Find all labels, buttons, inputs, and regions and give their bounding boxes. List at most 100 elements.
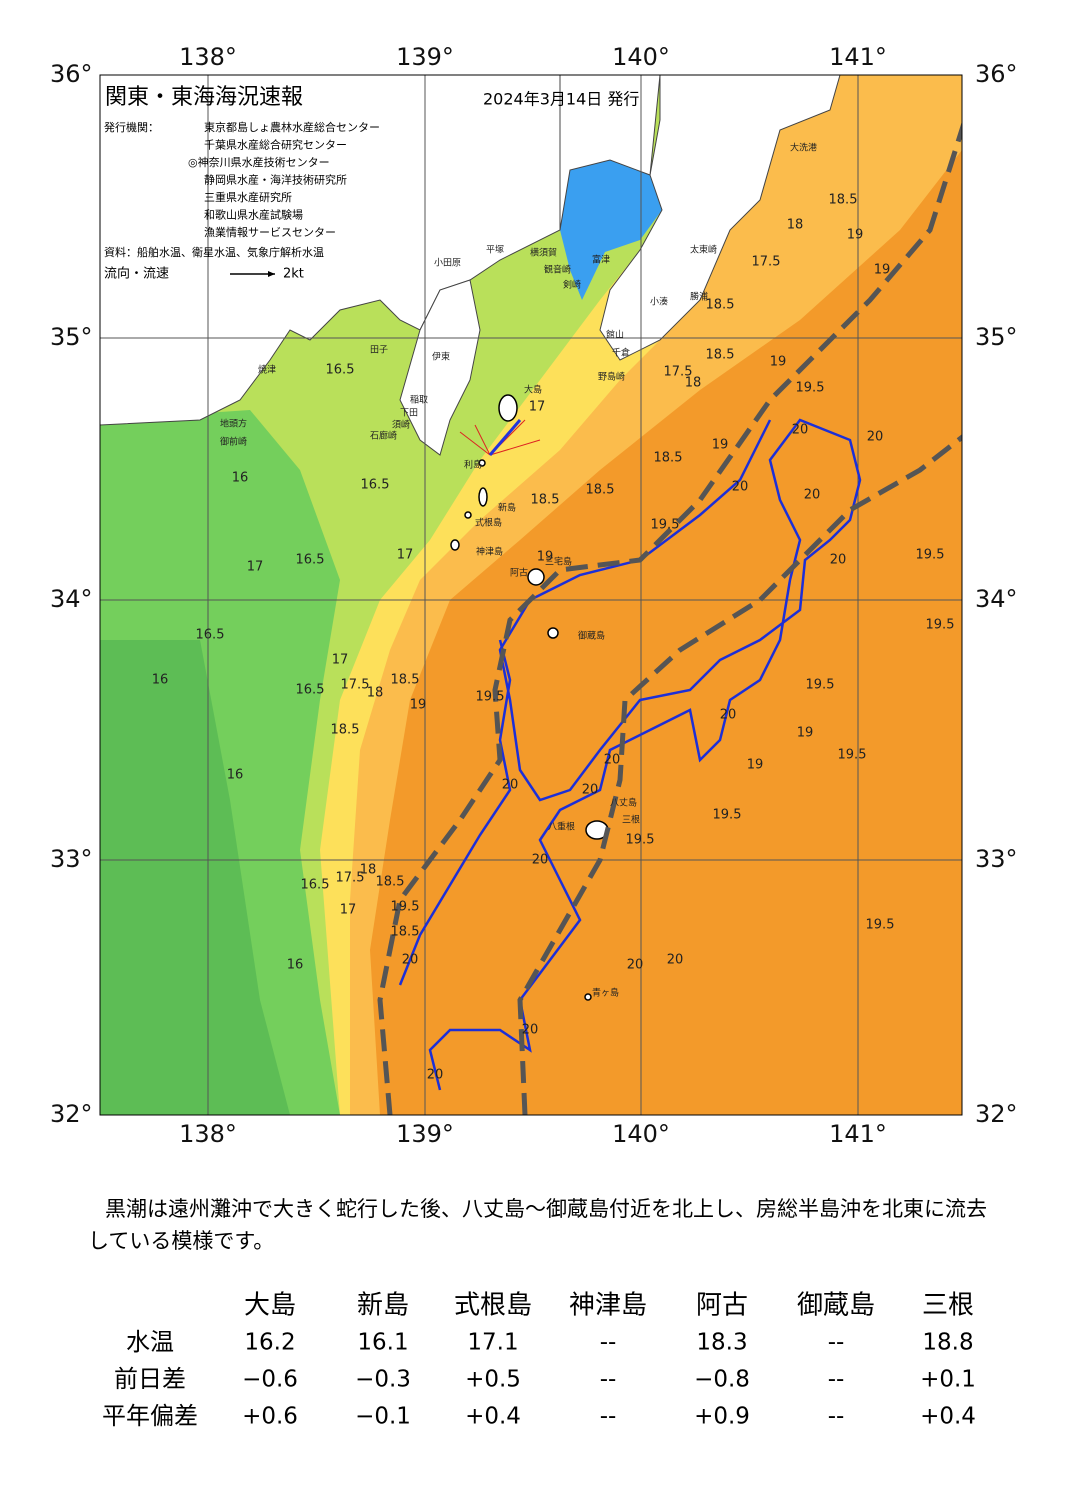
lat-label: 35°	[50, 323, 93, 351]
contour-label: 16.5	[361, 478, 390, 493]
contour-label: 20	[667, 953, 684, 968]
vector	[459, 431, 491, 456]
contour-label: 18	[367, 686, 384, 701]
agency: 千葉県水産総合研究センター	[204, 138, 347, 152]
place-name: 太東崎	[690, 244, 717, 256]
place-name: 阿古	[510, 567, 528, 579]
lat-label: 32°	[975, 1100, 1018, 1128]
contour-label: 19.5	[796, 381, 825, 396]
place-name: 稲取	[410, 394, 428, 406]
contour-label: 17	[529, 400, 546, 415]
contour-label: 17.5	[664, 365, 693, 380]
agency: 漁業情報サービスセンター	[204, 225, 336, 239]
contour-label: 20	[502, 778, 519, 793]
vector	[488, 419, 522, 456]
contour-label: 19.5	[916, 548, 945, 563]
table-cell: +0.6	[242, 1404, 298, 1430]
island	[547, 627, 559, 639]
contour-label: 19.5	[806, 678, 835, 693]
contour-label: 19.5	[713, 808, 742, 823]
contour-label: 19.5	[391, 900, 420, 915]
lon-label: 138°	[179, 1120, 237, 1148]
contour-label: 18.5	[391, 925, 420, 940]
place-name: 三根	[622, 814, 640, 826]
issue-date: 2024年3月14日 発行	[483, 90, 639, 109]
contour-label: 20	[427, 1068, 444, 1083]
place-name: 野島崎	[598, 371, 625, 383]
place-name: 式根島	[475, 517, 502, 529]
row-label: 水温	[126, 1328, 174, 1356]
contour-label: 18.5	[654, 451, 683, 466]
kuroshio-range	[377, 121, 962, 1115]
contour-label: 18.5	[706, 348, 735, 363]
contour-label: 20	[522, 1023, 539, 1038]
contour-label: 16	[227, 768, 244, 783]
contour-label: 16.5	[296, 553, 325, 568]
contour-label: 18.5	[391, 673, 420, 688]
contour-label: 18.5	[331, 723, 360, 738]
place-name: 小湊	[650, 296, 668, 308]
place-name: 御蔵島	[578, 630, 605, 642]
table-header: 式根島	[454, 1291, 532, 1321]
contour-label: 20	[720, 708, 737, 723]
summary-line: している模様です。	[88, 1229, 274, 1253]
boso-peninsula	[599, 75, 841, 361]
map-area	[100, 75, 962, 1115]
contour-label: 20	[830, 553, 847, 568]
islands	[450, 394, 609, 1001]
agencies-label: 発行機関：	[104, 120, 159, 134]
island	[498, 394, 518, 422]
contour-label: 19	[747, 758, 764, 773]
contour-label: 18	[787, 218, 804, 233]
island	[527, 568, 545, 586]
place-name: 千倉	[612, 347, 630, 359]
row-label: 前日差	[114, 1365, 186, 1393]
contour-label: 19	[410, 698, 427, 713]
island	[464, 511, 472, 519]
agency: 静岡県水産・海洋技術研究所	[204, 173, 347, 187]
place-name: 剣崎	[563, 279, 581, 291]
kuroshio-axis	[398, 418, 862, 1091]
table-cell: −0.8	[694, 1367, 750, 1393]
contour-label: 16	[287, 958, 304, 973]
table-cell: −0.6	[242, 1367, 298, 1393]
island	[478, 487, 488, 507]
contour-label: 18.5	[531, 493, 560, 508]
agency: 東京都島しょ農林水産総合センター	[204, 120, 380, 134]
lat-label: 33°	[975, 845, 1018, 873]
place-name: 八丈島	[610, 797, 637, 809]
lat-label: 35°	[975, 323, 1018, 351]
table-cell: --	[600, 1367, 617, 1393]
contour-label: 16.5	[326, 363, 355, 378]
place-name: 青ヶ島	[592, 987, 619, 999]
table-header: 新島	[357, 1291, 409, 1321]
legend-unit: 2kt	[283, 267, 304, 282]
place-name: 大洗港	[790, 142, 817, 154]
contour-label: 19	[712, 438, 729, 453]
lat-label: 36°	[975, 60, 1018, 88]
contour-label: 17	[332, 653, 349, 668]
place-name: 利島	[464, 459, 482, 471]
place-name: 御前崎	[220, 436, 247, 448]
sea-zone	[100, 640, 290, 1115]
lon-label: 138°	[179, 43, 237, 71]
place-name: 小田原	[434, 258, 461, 269]
place-name: 焼津	[258, 365, 276, 376]
contour-label: 17	[397, 548, 414, 563]
lat-label: 33°	[50, 845, 93, 873]
table-cell: −0.1	[355, 1404, 411, 1430]
contour-label: 19.5	[476, 690, 505, 705]
place-name: 横須賀	[530, 247, 557, 259]
contour-label: 20	[582, 783, 599, 798]
lon-label: 139°	[396, 43, 454, 71]
place-name: 八重根	[548, 821, 575, 833]
lon-label: 141°	[829, 1120, 887, 1148]
table-cell: 16.1	[357, 1330, 408, 1356]
place-name: 新島	[498, 502, 516, 514]
row-label: 平年偏差	[102, 1402, 198, 1430]
vector	[474, 424, 491, 456]
place-name: 平塚	[486, 245, 504, 256]
contour-label: 16	[152, 673, 169, 688]
place-name: 田子	[370, 345, 388, 356]
title: 関東・東海海況速報	[105, 85, 303, 110]
